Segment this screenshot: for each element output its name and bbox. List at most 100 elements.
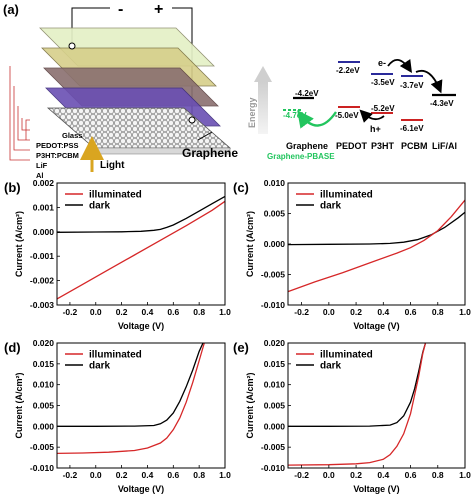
x-tick-label: 0.8 (193, 307, 205, 317)
label-glass: Glass (62, 131, 82, 140)
y-axis-label: Current (A/cm²) (245, 211, 255, 277)
x-tick-label: 0.4 (377, 470, 389, 480)
legend-label-illuminated: illuminated (89, 190, 142, 201)
plot-frame (56, 182, 226, 306)
minus-sign: - (118, 1, 123, 18)
x-tick-label: 0.8 (432, 470, 444, 480)
value-pcbm-lumo-a: -3.5eV (371, 78, 395, 87)
label-p3ht-pcbm: P3HT:PCBM (36, 151, 79, 160)
y-tick-label: 0.015 (33, 359, 55, 369)
plot-frame (287, 342, 466, 469)
x-tick-label: 0.0 (323, 470, 335, 480)
legend-label-illuminated: illuminated (320, 190, 373, 201)
x-tick-label: 0.2 (350, 307, 362, 317)
value-pcbm-lumo-b: -3.7eV (400, 81, 424, 90)
legend-label-illuminated: illuminated (89, 350, 142, 361)
x-tick-label: 0.4 (377, 307, 389, 317)
contact-top (68, 42, 76, 50)
x-tick-label: -0.2 (63, 470, 78, 480)
y-tick-label: -0.002 (30, 276, 54, 286)
material-p3ht: P3HT (371, 141, 395, 151)
x-tick-label: 0.4 (142, 307, 154, 317)
contact-bottom (188, 116, 196, 124)
panel-c-label: (c) (233, 180, 249, 195)
panel-d: (d) -0.2 0.0 0.2 0.4 0.6 0.8 1.0 -0.010 -0.005 0.0… (4, 338, 231, 494)
y-tick-label: 0.002 (33, 178, 55, 188)
plus-sign: + (154, 1, 163, 18)
y-tick-label: -0.003 (30, 300, 54, 310)
y-tick-label: 0.005 (33, 401, 55, 411)
label-al: Al (36, 171, 44, 180)
device-stack: - + Glass PEDOT:PSS (9, 1, 238, 180)
iv-panels: (b) -0.2 0.0 0.2 0.4 0.6 0.8 1.0 -0.003 -0.002 -0.… (4, 178, 471, 494)
value-pcbm-homo: -6.1eV (400, 124, 424, 133)
y-axis-label: Current (A/cm²) (245, 372, 255, 438)
graphene-pointer (197, 131, 213, 141)
y-tick-label: -0.005 (261, 270, 285, 280)
x-tick-label: 0.2 (350, 470, 362, 480)
value-p3ht-homo: -5.2eV (371, 104, 395, 113)
series-illuminated-line (56, 342, 205, 455)
y-tick-label: -0.005 (261, 442, 285, 452)
x-tick-label: -0.2 (63, 307, 78, 317)
x-tick-label: 0.6 (405, 307, 417, 317)
label-electron: e- (378, 58, 386, 68)
series-dark-line (288, 342, 427, 427)
y-tick-label: -0.001 (30, 251, 54, 261)
energy-diagram: Energy -4.2eV -4.7eV -5.0eV -5.2eV -2.2e… (247, 58, 457, 161)
panel-c: (c) -0.2 0.0 0.2 0.4 0.6 0.8 1.0 -0.010 -0.005 0.0… (233, 178, 471, 331)
y-tick-label: 0.020 (264, 338, 286, 348)
y-tick-label: -0.010 (30, 463, 54, 473)
label-light: Light (100, 160, 125, 171)
y-tick-label: 0.010 (264, 178, 286, 188)
label-graphene: Graphene (182, 146, 238, 160)
material-pedot: PEDOT (336, 141, 368, 151)
x-axis-label: Voltage (V) (353, 484, 399, 494)
x-tick-label: 1.0 (459, 307, 471, 317)
series-dark-line (57, 342, 204, 427)
x-tick-label: 0.8 (432, 307, 444, 317)
x-tick-label: 1.0 (459, 470, 471, 480)
x-tick-label: 1.0 (219, 307, 231, 317)
y-tick-label: -0.010 (261, 463, 285, 473)
value-lif-al: -4.3eV (430, 99, 454, 108)
value-pedot: -5.0eV (335, 111, 359, 120)
y-tick-label: 0.015 (264, 359, 286, 369)
panel-e: (e) -0.2 0.0 0.2 0.4 0.6 0.8 1.0 -0.010 -0.005 0.0… (233, 338, 471, 494)
x-tick-label: 0.8 (193, 470, 205, 480)
panel-a: (a) - + (3, 1, 457, 180)
panel-e-label: (e) (233, 340, 249, 355)
y-tick-label: 0.010 (264, 380, 286, 390)
y-tick-label: -0.010 (261, 300, 285, 310)
y-tick-label: 0.000 (264, 239, 286, 249)
energy-axis-arrowhead (254, 66, 272, 82)
legend-label-illuminated: illuminated (320, 350, 373, 361)
x-tick-label: -0.2 (294, 307, 309, 317)
energy-axis-label: Energy (247, 97, 257, 128)
value-graphene: -4.2eV (295, 89, 319, 98)
y-tick-label: 0.001 (33, 202, 55, 212)
panel-d-label: (d) (4, 340, 21, 355)
value-p3ht-lumo: -2.2eV (336, 66, 360, 75)
y-tick-label: 0.005 (264, 209, 286, 219)
legend-label-dark: dark (320, 201, 342, 212)
x-axis-label: Voltage (V) (353, 321, 399, 331)
material-pcbm: PCBM (401, 141, 428, 151)
series-illuminated-line (287, 342, 427, 466)
x-tick-label: 0.0 (90, 307, 102, 317)
x-tick-label: 0.2 (116, 307, 128, 317)
x-tick-label: 0.0 (90, 470, 102, 480)
y-tick-label: -0.005 (30, 442, 54, 452)
y-tick-label: 0.020 (33, 338, 55, 348)
series-illuminated-line (287, 199, 466, 293)
series-dark-line (56, 195, 226, 233)
layer-label-guides (9, 66, 30, 161)
series-dark-line (287, 211, 466, 246)
hole-arrow (359, 109, 385, 123)
x-tick-label: 0.2 (116, 470, 128, 480)
x-tick-label: 0.6 (167, 307, 179, 317)
y-tick-label: 0.000 (264, 421, 286, 431)
x-tick-label: -0.2 (294, 470, 309, 480)
label-pedot-pss: PEDOT:PSS (36, 141, 79, 150)
